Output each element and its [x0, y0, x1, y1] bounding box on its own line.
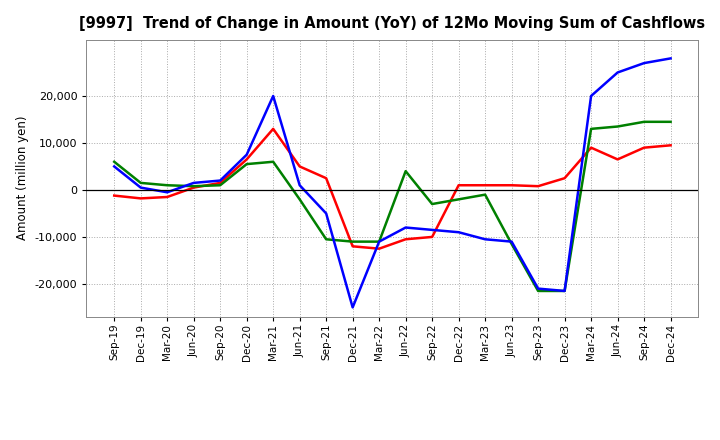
Free Cashflow [508, 239, 516, 244]
Operating Cashflow [401, 237, 410, 242]
Free Cashflow [640, 60, 649, 66]
Investing Cashflow [560, 288, 569, 293]
Operating Cashflow [534, 183, 542, 189]
Free Cashflow [534, 286, 542, 291]
Investing Cashflow [216, 183, 225, 188]
Operating Cashflow [613, 157, 622, 162]
Y-axis label: Amount (million yen): Amount (million yen) [16, 116, 30, 240]
Free Cashflow [666, 56, 675, 61]
Free Cashflow [163, 190, 171, 195]
Free Cashflow [348, 305, 357, 310]
Operating Cashflow [269, 126, 277, 132]
Free Cashflow [243, 152, 251, 158]
Operating Cashflow [110, 193, 119, 198]
Operating Cashflow [428, 234, 436, 239]
Investing Cashflow [587, 126, 595, 132]
Operating Cashflow [322, 176, 330, 181]
Investing Cashflow [375, 239, 384, 244]
Line: Investing Cashflow: Investing Cashflow [114, 122, 670, 291]
Operating Cashflow [163, 194, 171, 200]
Operating Cashflow [375, 246, 384, 251]
Investing Cashflow [613, 124, 622, 129]
Free Cashflow [560, 288, 569, 293]
Free Cashflow [401, 225, 410, 230]
Investing Cashflow [189, 183, 198, 189]
Free Cashflow [613, 70, 622, 75]
Investing Cashflow [243, 161, 251, 167]
Investing Cashflow [110, 159, 119, 165]
Operating Cashflow [454, 183, 463, 188]
Investing Cashflow [508, 241, 516, 246]
Investing Cashflow [322, 237, 330, 242]
Operating Cashflow [295, 164, 304, 169]
Free Cashflow [322, 211, 330, 216]
Investing Cashflow [136, 180, 145, 186]
Operating Cashflow [216, 180, 225, 186]
Investing Cashflow [481, 192, 490, 197]
Investing Cashflow [640, 119, 649, 125]
Free Cashflow [216, 178, 225, 183]
Free Cashflow [269, 93, 277, 99]
Line: Free Cashflow: Free Cashflow [114, 59, 670, 308]
Free Cashflow [295, 183, 304, 188]
Operating Cashflow [243, 157, 251, 162]
Title: [9997]  Trend of Change in Amount (YoY) of 12Mo Moving Sum of Cashflows: [9997] Trend of Change in Amount (YoY) o… [79, 16, 706, 32]
Operating Cashflow [640, 145, 649, 150]
Free Cashflow [587, 93, 595, 99]
Investing Cashflow [348, 239, 357, 244]
Investing Cashflow [428, 202, 436, 207]
Investing Cashflow [454, 197, 463, 202]
Free Cashflow [189, 180, 198, 186]
Free Cashflow [428, 227, 436, 232]
Operating Cashflow [481, 183, 490, 188]
Operating Cashflow [348, 244, 357, 249]
Free Cashflow [481, 237, 490, 242]
Investing Cashflow [295, 197, 304, 202]
Investing Cashflow [534, 288, 542, 293]
Free Cashflow [454, 230, 463, 235]
Free Cashflow [110, 164, 119, 169]
Investing Cashflow [163, 183, 171, 188]
Operating Cashflow [666, 143, 675, 148]
Operating Cashflow [587, 145, 595, 150]
Free Cashflow [375, 239, 384, 244]
Operating Cashflow [136, 196, 145, 201]
Operating Cashflow [560, 176, 569, 181]
Investing Cashflow [269, 159, 277, 165]
Operating Cashflow [508, 183, 516, 188]
Operating Cashflow [189, 185, 198, 190]
Investing Cashflow [401, 169, 410, 174]
Free Cashflow [136, 185, 145, 190]
Investing Cashflow [666, 119, 675, 125]
Line: Operating Cashflow: Operating Cashflow [114, 129, 670, 249]
